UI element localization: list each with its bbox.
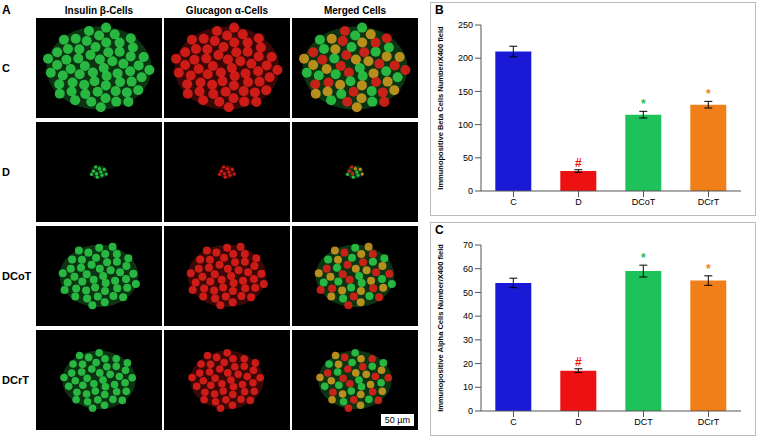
html-text:D: D: [2, 166, 10, 178]
svg-text:70: 70: [463, 240, 473, 250]
svg-text:*: *: [641, 251, 646, 265]
html-text:B: B: [435, 3, 444, 17]
svg-text:150: 150: [458, 87, 473, 97]
svg-text:Immunopositive Alpha Cells Num: Immunopositive Alpha Cells Number/X400 f…: [436, 244, 445, 412]
html-text:A: A: [2, 3, 11, 17]
svg-text:D: D: [575, 197, 582, 207]
html-text:Insulin β-Cells: Insulin β-Cells: [64, 4, 134, 16]
html-text:Glucagon α-Cells: Glucagon α-Cells: [185, 4, 269, 16]
svg-text:0: 0: [468, 186, 473, 196]
svg-text:50: 50: [463, 153, 473, 163]
svg-text:200: 200: [458, 53, 473, 63]
svg-text:#: #: [575, 355, 582, 369]
html-text:C: C: [435, 223, 444, 237]
svg-text:40: 40: [463, 311, 473, 321]
svg-text:C: C: [510, 197, 517, 207]
svg-text:0: 0: [468, 406, 473, 416]
html-text:50 µm: 50 µm: [384, 415, 410, 425]
svg-text:#: #: [575, 156, 582, 170]
svg-text:250: 250: [458, 20, 473, 30]
svg-text:DCT: DCT: [634, 417, 653, 427]
svg-text:30: 30: [463, 335, 473, 345]
svg-text:*: *: [641, 97, 646, 111]
svg-text:20: 20: [463, 359, 473, 369]
svg-text:DCrT: DCrT: [698, 197, 720, 207]
svg-text:10: 10: [463, 382, 473, 392]
html-text:Merged Cells: Merged Cells: [323, 4, 387, 16]
svg-text:DCoT: DCoT: [632, 197, 656, 207]
svg-text:50: 50: [463, 288, 473, 298]
svg-text:C: C: [510, 417, 517, 427]
svg-text:Immunopositive Beta Cells Numb: Immunopositive Beta Cells Number/X400 fi…: [436, 26, 445, 190]
html-text:DCrT: DCrT: [2, 374, 29, 386]
svg-text:*: *: [706, 87, 711, 101]
html-text:DCoT: DCoT: [2, 270, 32, 282]
svg-text:DCrT: DCrT: [698, 417, 720, 427]
svg-text:D: D: [575, 417, 582, 427]
svg-text:60: 60: [463, 264, 473, 274]
svg-text:*: *: [706, 262, 711, 276]
svg-text:100: 100: [458, 120, 473, 130]
html-text:C: C: [2, 62, 10, 74]
